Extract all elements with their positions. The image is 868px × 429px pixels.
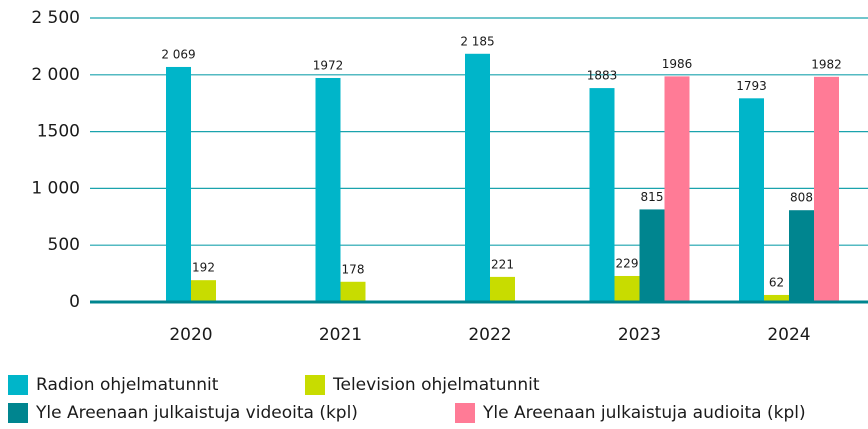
y-tick-label: 1 000 <box>31 178 80 198</box>
y-tick-label: 2 500 <box>31 8 80 28</box>
value-label: 229 <box>616 256 639 270</box>
bar <box>639 209 665 302</box>
x-tick-label: 2023 <box>618 325 661 345</box>
bar <box>166 66 191 302</box>
bar <box>340 281 366 302</box>
value-label: 192 <box>192 261 215 275</box>
bar <box>764 294 789 302</box>
value-label: 808 <box>790 191 813 205</box>
y-tick-label: 1500 <box>37 122 80 142</box>
x-tick-label: 2024 <box>767 325 810 345</box>
x-tick-label: 2022 <box>468 325 511 345</box>
bar <box>739 98 764 302</box>
value-label: 221 <box>491 257 514 271</box>
bar <box>814 76 839 302</box>
legend-label: Yle Areenaan julkaistuja audioita (kpl) <box>482 403 806 423</box>
bar <box>465 53 490 303</box>
legend-swatch <box>8 375 28 395</box>
legend-swatch <box>8 403 28 423</box>
y-tick-label: 500 <box>48 235 80 255</box>
value-label: 1883 <box>587 69 618 83</box>
bar <box>789 210 814 302</box>
value-label: 62 <box>769 275 784 289</box>
bar <box>315 77 341 302</box>
legend-label: Yle Areenaan julkaistuja videoita (kpl) <box>35 403 358 423</box>
bar <box>664 76 690 302</box>
y-tick-label: 0 <box>69 292 80 312</box>
bar <box>490 276 515 302</box>
x-tick-label: 2020 <box>169 325 212 345</box>
value-label: 1982 <box>811 57 842 71</box>
x-tick-label: 2021 <box>319 325 362 345</box>
value-label: 1793 <box>736 79 767 93</box>
value-label: 1972 <box>313 58 344 72</box>
legend-label: Television ohjelmatunnit <box>332 375 540 395</box>
value-label: 2 185 <box>460 34 494 48</box>
bar <box>614 275 640 302</box>
value-label: 815 <box>641 190 664 204</box>
value-label: 1986 <box>662 57 693 71</box>
legend-swatch <box>455 403 475 423</box>
value-label: 178 <box>342 262 365 276</box>
bar <box>191 280 216 302</box>
bar <box>589 88 615 302</box>
value-label: 2 069 <box>161 47 195 61</box>
legend-label: Radion ohjelmatunnit <box>36 375 219 395</box>
legend-swatch <box>305 375 325 395</box>
y-tick-label: 2 000 <box>31 65 80 85</box>
